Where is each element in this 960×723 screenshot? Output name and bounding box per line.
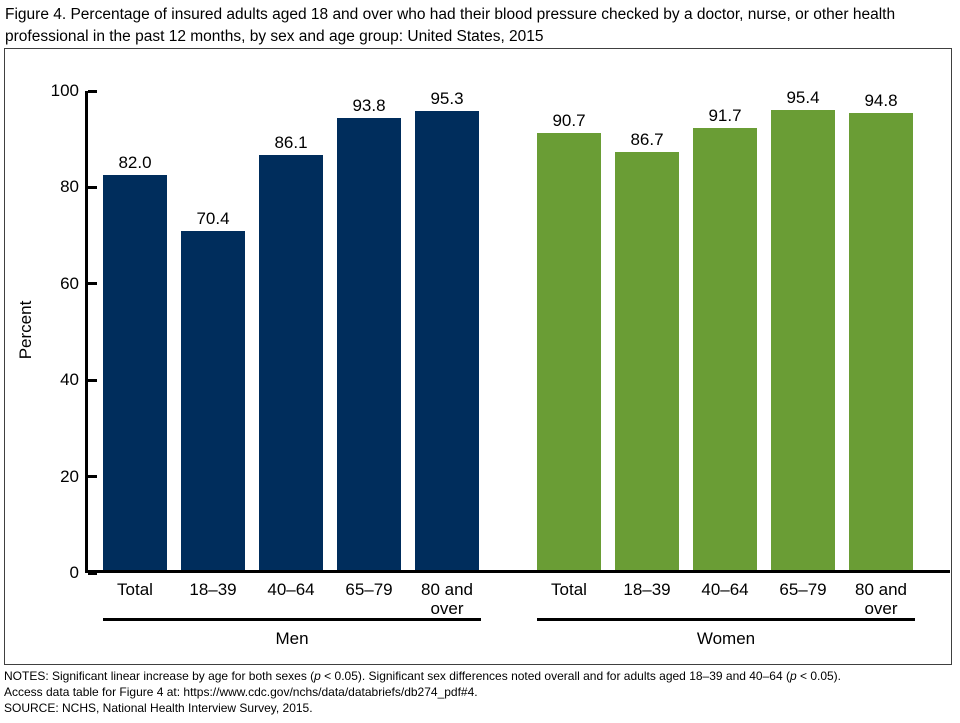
- bar-value-men-65-79: 93.8: [352, 95, 386, 115]
- bar-value-women-40-64: 91.7: [708, 106, 742, 126]
- bar-value-men-18-39: 70.4: [196, 208, 230, 228]
- y-tick-100: [88, 89, 97, 93]
- footnote-italic-p: p: [789, 669, 797, 683]
- group-label-women: Women: [696, 629, 756, 648]
- bar-men-18-39: [181, 230, 245, 570]
- bar-value-men-total: 82.0: [118, 152, 152, 172]
- bar-men-40-64: [259, 155, 323, 570]
- y-tick-label-80: 80: [60, 177, 79, 197]
- y-tick-40: [88, 378, 97, 382]
- footnote-line-2: Access data table for Figure 4 at: https…: [4, 684, 956, 700]
- footnote-line-3: SOURCE: NCHS, National Health Interview …: [4, 700, 956, 716]
- bar-value-women-80-and-over: 94.8: [864, 91, 898, 111]
- y-tick-60: [88, 282, 97, 286]
- y-tick-label-40: 40: [60, 370, 79, 390]
- bar-value-women-18-39: 86.7: [630, 130, 664, 150]
- category-label-women-80-and-over: 80 and over: [855, 580, 907, 618]
- footnote-italic-p: p: [314, 669, 321, 683]
- y-tick-label-0: 0: [69, 563, 79, 582]
- y-tick-label-60: 60: [60, 273, 79, 293]
- group-underline-women: [537, 618, 915, 621]
- y-tick-label-20: 20: [60, 466, 79, 486]
- bar-value-men-40-64: 86.1: [274, 133, 308, 152]
- group-underline-men: [103, 618, 481, 621]
- y-axis-line: [85, 91, 88, 573]
- bar-value-women-65-79: 95.4: [786, 88, 820, 108]
- category-label-women-18-39: 18–39: [623, 580, 671, 599]
- category-label-women-65-79: 65–79: [779, 580, 827, 599]
- category-label-women-40-64: 40–64: [701, 580, 749, 599]
- bar-men-80-and-over: [415, 110, 479, 570]
- footnote-text: < 0.05).: [796, 669, 842, 683]
- bar-women-total: [537, 132, 601, 570]
- bar-women-40-64: [693, 128, 757, 570]
- x-axis-line: [85, 570, 950, 573]
- bar-value-men-80-and-over: 95.3: [430, 88, 464, 108]
- category-label-men-total: Total: [117, 580, 153, 599]
- footnote-text: NOTES: Significant linear increase by ag…: [4, 669, 315, 683]
- bar-men-65-79: [337, 117, 401, 570]
- category-label-men-80-and-over: 80 and over: [421, 580, 473, 618]
- bar-women-18-39: [615, 152, 679, 570]
- footnote-text: Access data table for Figure 4 at: https…: [4, 685, 478, 699]
- category-label-men-18-39: 18–39: [189, 580, 237, 599]
- category-label-men-65-79: 65–79: [345, 580, 393, 599]
- y-tick-20: [88, 475, 97, 479]
- bar-women-80-and-over: [849, 113, 913, 570]
- bar-men-total: [103, 174, 167, 570]
- y-tick-80: [88, 185, 97, 189]
- category-label-women-total: Total: [551, 580, 587, 599]
- chart-frame: Percent 0 20 40 60 80 100 82.0 Total 70.4 18–39 8…: [4, 48, 952, 665]
- bar-women-65-79: [771, 110, 835, 570]
- plot-area: 82.0 Total 70.4 18–39 86.1 40–64 93.8 65–79 95.3…: [85, 88, 950, 648]
- footnotes: NOTES: Significant linear increase by ag…: [4, 668, 956, 716]
- footnote-text: < 0.05). Significant sex differences not…: [320, 669, 790, 683]
- bar-value-women-total: 90.7: [552, 110, 586, 130]
- figure-title: Figure 4. Percentage of insured adults a…: [5, 6, 896, 45]
- y-tick-0: [88, 571, 97, 575]
- footnote-line-1: NOTES: Significant linear increase by ag…: [4, 668, 956, 684]
- group-label-men: Men: [275, 629, 309, 648]
- category-label-men-40-64: 40–64: [267, 580, 315, 599]
- y-axis-title: Percent: [16, 300, 35, 360]
- footnote-text: SOURCE: NCHS, National Health Interview …: [4, 701, 313, 715]
- y-tick-label-100: 100: [50, 81, 79, 100]
